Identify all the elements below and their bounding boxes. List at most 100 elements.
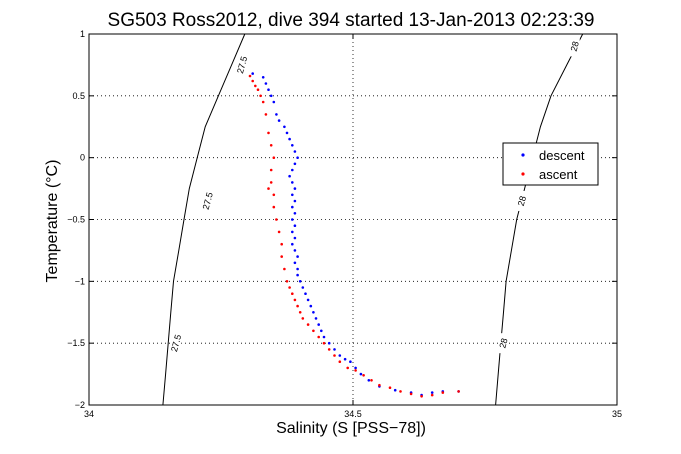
legend-label-descent: descent xyxy=(539,148,585,163)
descent-data-point xyxy=(291,181,294,184)
descent-data-point xyxy=(283,125,286,129)
descent-data-point xyxy=(333,348,336,351)
series-descent xyxy=(251,72,460,397)
descent-data-point xyxy=(367,379,371,382)
contour-label: 28 xyxy=(516,195,528,207)
y-tick-label: −0.5 xyxy=(67,215,85,225)
contour-label: 27.5 xyxy=(201,191,215,211)
ascent-data-point xyxy=(275,218,278,221)
descent-data-point xyxy=(251,72,254,75)
descent-data-point xyxy=(317,323,321,326)
ascent-data-point xyxy=(272,205,276,209)
y-tick-label: 0 xyxy=(80,153,85,163)
ascent-data-point xyxy=(272,156,276,159)
ascent-data-point xyxy=(280,242,284,246)
descent-data-point xyxy=(288,137,291,141)
descent-data-point xyxy=(320,329,323,333)
ascent-data-point xyxy=(333,354,336,357)
descent-data-point xyxy=(304,292,307,296)
ascent-data-point xyxy=(264,113,268,116)
x-tick-label: 34 xyxy=(84,409,94,419)
legend-marker-ascent xyxy=(521,172,525,176)
descent-data-point xyxy=(267,88,270,91)
ascent-data-point xyxy=(338,360,342,364)
x-tick-label: 34.5 xyxy=(344,409,362,419)
ascent-data-point xyxy=(409,392,413,396)
ascent-data-point xyxy=(261,100,265,104)
descent-data-point xyxy=(272,100,276,104)
y-tick-label: 0.5 xyxy=(72,91,85,101)
descent-data-point xyxy=(343,357,347,361)
isopycnal-contour-line xyxy=(162,33,246,406)
descent-data-point xyxy=(293,224,297,227)
descent-data-point xyxy=(291,168,294,172)
ascent-data-point xyxy=(430,393,434,397)
descent-data-point xyxy=(291,205,294,209)
contour-label: 27.5 xyxy=(169,333,183,353)
ticks-layer: 34 34.5 35 −2 −1.5 −1 −0.5 0 0.5 1 xyxy=(67,29,622,419)
ascent-data-point xyxy=(306,323,310,326)
descent-data-point xyxy=(293,187,297,190)
descent-data-point xyxy=(291,144,294,147)
descent-data-point xyxy=(288,174,291,178)
descent-data-point xyxy=(291,230,294,234)
ascent-data-point xyxy=(441,391,445,394)
ascent-data-point xyxy=(296,304,299,308)
ascent-data-point xyxy=(312,329,315,333)
contour-label-background xyxy=(202,190,213,211)
descent-data-point xyxy=(261,76,265,79)
contour-label: 28 xyxy=(497,337,509,349)
ascent-data-point xyxy=(283,267,286,271)
descent-data-point xyxy=(264,82,268,85)
x-tick-label: 35 xyxy=(612,409,622,419)
descent-data-point xyxy=(277,119,281,122)
descent-data-point xyxy=(312,311,315,314)
descent-data-point xyxy=(293,162,297,166)
descent-data-point xyxy=(296,255,299,258)
contour-layer: 27.5 27.5 27.5 28 28 28 xyxy=(162,33,584,406)
ascent-data-point xyxy=(301,317,305,320)
descent-data-point xyxy=(269,94,273,98)
ascent-data-point xyxy=(267,187,270,190)
descent-data-point xyxy=(349,360,352,364)
descent-data-point xyxy=(293,236,297,240)
ascent-data-point xyxy=(269,144,273,147)
contour-label-background xyxy=(237,54,248,75)
descent-data-point xyxy=(293,249,297,252)
ascent-data-point xyxy=(248,74,252,78)
ascent-data-point xyxy=(291,292,294,296)
ascent-data-point xyxy=(362,374,365,377)
ascent-data-point xyxy=(269,168,273,172)
descent-data-point xyxy=(338,354,342,357)
y-tick-label: 1 xyxy=(80,29,85,39)
contour-label: 27.5 xyxy=(235,55,249,75)
y-tick-label: −1.5 xyxy=(67,338,85,348)
descent-data-point xyxy=(293,261,297,265)
descent-data-point xyxy=(293,150,297,153)
ascent-data-point xyxy=(293,298,297,302)
legend-marker-descent xyxy=(521,153,525,157)
descent-data-point xyxy=(293,212,297,215)
descent-data-point xyxy=(296,273,299,277)
descent-data-point xyxy=(322,335,326,339)
descent-data-point xyxy=(327,341,331,345)
descent-data-point xyxy=(293,199,297,203)
ascent-data-point xyxy=(285,280,289,283)
contour-label-background xyxy=(569,36,580,57)
descent-data-point xyxy=(285,131,289,135)
ascent-data-point xyxy=(317,335,321,339)
descent-data-point xyxy=(309,304,313,308)
ascent-data-point xyxy=(388,386,392,390)
ascent-data-point xyxy=(298,311,302,314)
descent-data-point xyxy=(393,388,397,392)
descent-data-point xyxy=(296,156,299,159)
ascent-data-point xyxy=(259,94,262,98)
descent-data-point xyxy=(296,267,299,271)
chart-legend: descent ascent xyxy=(502,142,599,186)
y-tick-label: −1 xyxy=(75,276,85,286)
descent-data-point xyxy=(430,391,434,394)
contour-label-background xyxy=(516,190,527,211)
ascent-data-point xyxy=(254,84,257,88)
contour-label-background xyxy=(498,333,509,354)
series-ascent xyxy=(248,74,460,398)
